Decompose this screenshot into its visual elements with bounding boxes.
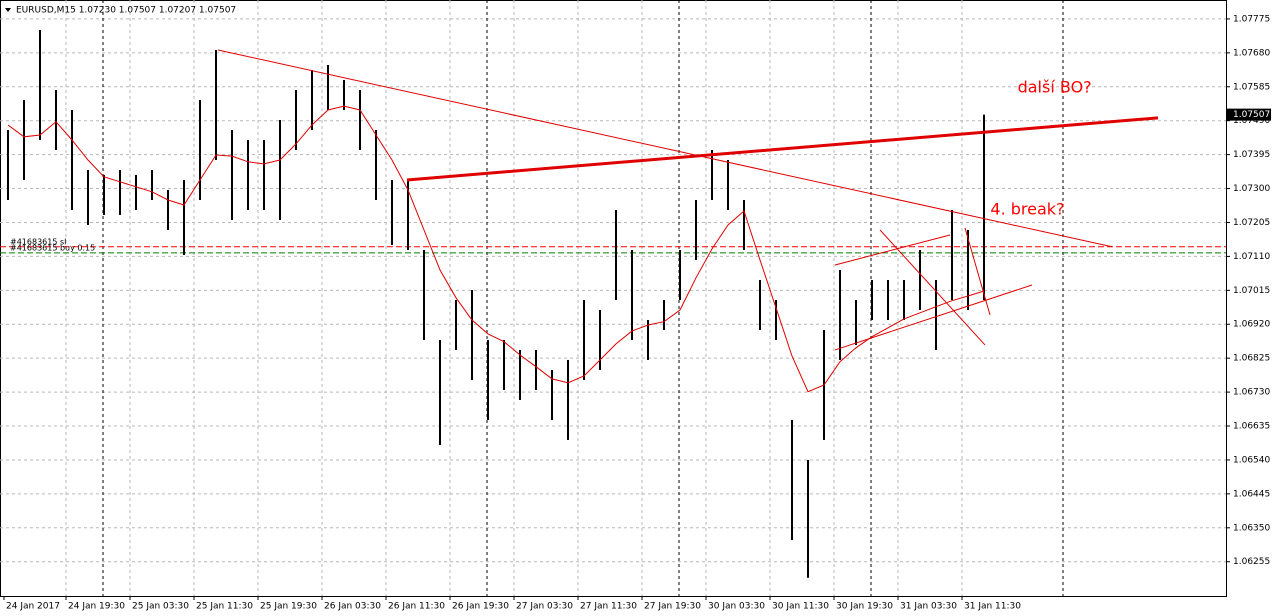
y-tick-label: 1.07775 (1233, 14, 1270, 24)
x-tick-label: 30 Jan 19:30 (836, 602, 893, 612)
y-tick-label: 1.06730 (1233, 388, 1270, 398)
moving-average (7, 105, 985, 393)
x-tick-label: 24 Jan 2017 (6, 602, 60, 612)
annotation: 4. break? (990, 199, 1064, 218)
plot-frame (0, 0, 1227, 597)
y-tick-label: 1.07490 (1233, 116, 1270, 126)
y-tick-label: 1.07110 (1233, 252, 1270, 262)
menu-arrow (5, 8, 11, 12)
y-tick-label: 1.06635 (1233, 422, 1270, 432)
trendline (406, 116, 1159, 182)
x-tick-label: 31 Jan 03:30 (900, 602, 957, 612)
order-label: #41683615 buy 0.15 (10, 243, 95, 252)
x-tick-label: 26 Jan 19:30 (452, 602, 509, 612)
x-tick-label: 24 Jan 19:30 (68, 602, 125, 612)
y-tick-label: 1.07015 (1233, 286, 1270, 296)
y-tick-label: 1.06825 (1233, 354, 1270, 364)
annotation: další BO? (1018, 77, 1092, 96)
plot-layer: #41683615 sl#41683615 buy 0.15 (0, 0, 1226, 596)
y-tick-label: 1.06540 (1233, 455, 1270, 465)
x-tick-label: 26 Jan 11:30 (388, 602, 445, 612)
trendline (879, 229, 986, 346)
last-price-box (1227, 108, 1271, 121)
x-tick-label: 26 Jan 03:30 (324, 602, 381, 612)
x-tick-label: 31 Jan 11:30 (964, 602, 1021, 612)
order-label: #41683615 sl (10, 237, 66, 246)
y-tick-label: 1.07395 (1233, 150, 1270, 160)
y-tick-label: 1.07680 (1233, 48, 1270, 58)
trendline (964, 227, 991, 316)
y-tick-label: 1.07300 (1233, 184, 1270, 194)
x-tick-label: 27 Jan 03:30 (516, 602, 573, 612)
y-tick-label: 1.06920 (1233, 320, 1270, 330)
x-tick-label: 30 Jan 03:30 (708, 602, 765, 612)
y-tick-label: 1.06255 (1233, 557, 1270, 567)
trendline (834, 284, 1033, 351)
y-tick-label: 1.07585 (1233, 82, 1270, 92)
x-tick-label: 30 Jan 11:30 (772, 602, 829, 612)
x-tick-label: 25 Jan 19:30 (260, 602, 317, 612)
x-tick-label: 25 Jan 03:30 (132, 602, 189, 612)
y-tick-label: 1.06350 (1233, 523, 1270, 533)
x-tick-label: 27 Jan 19:30 (644, 602, 701, 612)
x-tick-label: 27 Jan 11:30 (580, 602, 637, 612)
y-tick-label: 1.06445 (1233, 489, 1270, 499)
y-tick-label: 1.07205 (1233, 218, 1270, 228)
trendline (834, 234, 951, 266)
last-price-label: 1.07507 (1233, 110, 1270, 120)
chart-title: EURUSD,M15 1.07230 1.07507 1.07207 1.075… (16, 6, 236, 16)
trendline (217, 49, 1113, 248)
x-tick-label: 25 Jan 11:30 (196, 602, 253, 612)
